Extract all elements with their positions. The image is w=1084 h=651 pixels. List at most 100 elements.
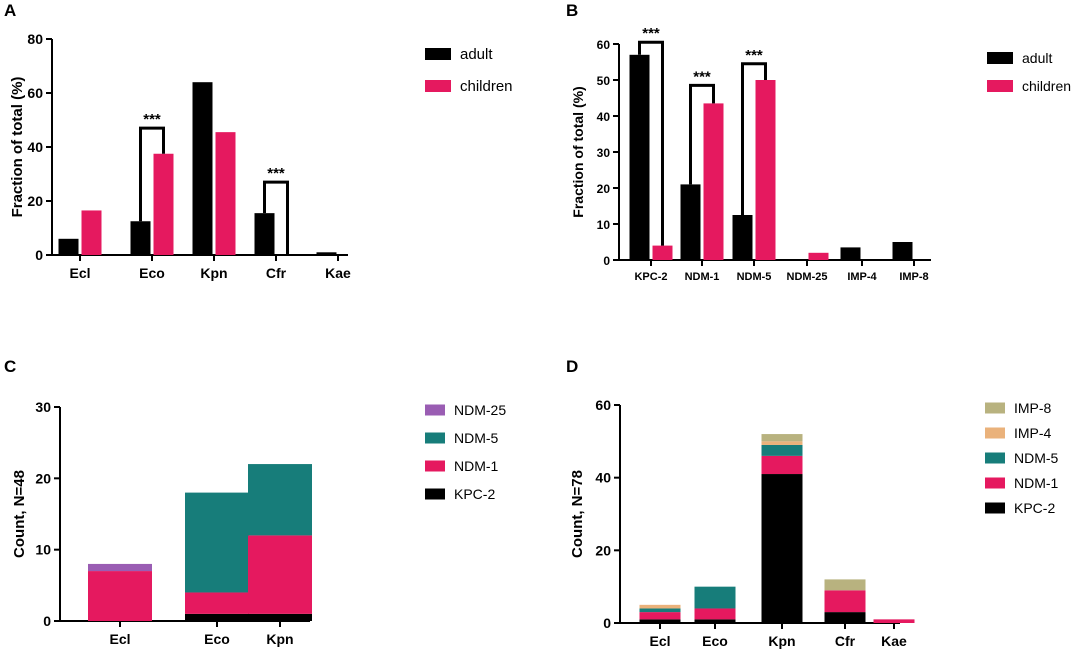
x-tick-label: Cfr bbox=[835, 633, 856, 649]
legend-swatch-IMP-4 bbox=[985, 427, 1005, 439]
bar-segment-NDM-1-Eco bbox=[694, 608, 736, 620]
x-tick-label: KPC-2 bbox=[634, 271, 667, 283]
legend-label-NDM-5: NDM-5 bbox=[454, 430, 499, 446]
bar-segment-IMP-4-Ecl bbox=[639, 604, 681, 609]
y-tick-label: 40 bbox=[597, 110, 611, 124]
x-tick-label: Eco bbox=[204, 631, 230, 647]
legend-label-NDM-1: NDM-1 bbox=[1014, 475, 1059, 491]
bar-segment-NDM-5-Eco bbox=[185, 492, 249, 593]
x-tick-label: Kae bbox=[881, 633, 907, 649]
bar-segment-IMP-4-Kpn bbox=[761, 441, 803, 445]
bar-segment-IMP-8-Kpn bbox=[761, 434, 803, 442]
bar-children-Eco bbox=[153, 153, 174, 255]
legend-swatch-adult bbox=[425, 48, 451, 60]
legend-label-IMP-4: IMP-4 bbox=[1014, 425, 1052, 441]
bar-children-KPC-2 bbox=[652, 245, 673, 260]
legend-label-adult: adult bbox=[1022, 50, 1052, 66]
legend-swatch-NDM-1 bbox=[425, 460, 445, 472]
x-tick-label: Ecl bbox=[69, 265, 90, 281]
bar-children-NDM-25 bbox=[808, 252, 829, 260]
panel-b: B 0 10 20 30 40 50 60 Fraction of total (%) KPC-… bbox=[566, 1, 1071, 283]
y-tick-label: 60 bbox=[595, 397, 611, 413]
y-axis-label: Fraction of total (%) bbox=[570, 86, 586, 217]
legend-swatch-NDM-25 bbox=[425, 404, 445, 416]
x-tick-label: NDM-25 bbox=[787, 271, 828, 283]
y-tick-label: 0 bbox=[603, 615, 611, 631]
legend-label-IMP-8: IMP-8 bbox=[1014, 400, 1052, 416]
bar-segment-NDM-5-Ecl bbox=[639, 608, 681, 613]
legend-swatch-NDM-5 bbox=[985, 452, 1005, 464]
bar-segment-KPC-2-Eco bbox=[694, 619, 736, 623]
y-tick-label: 10 bbox=[597, 218, 611, 232]
bar-segment-KPC-2-Kpn bbox=[248, 613, 312, 621]
bar-segment-NDM-1-Eco bbox=[185, 592, 249, 614]
y-tick-label: 60 bbox=[27, 85, 43, 101]
x-tick-label: Kae bbox=[325, 265, 351, 281]
x-tick-label: Cfr bbox=[266, 265, 287, 281]
panel-a: A 0 20 40 60 80 Fraction of total (%) Ecl Eco Kp… bbox=[4, 1, 513, 281]
y-tick-label: 40 bbox=[595, 470, 611, 486]
bar-segment-NDM-5-Eco bbox=[694, 586, 736, 609]
x-tick-label: Kpn bbox=[768, 633, 795, 649]
y-tick-label: 0 bbox=[603, 254, 610, 268]
x-tick-label: Kpn bbox=[266, 631, 293, 647]
panel-d: D 0 20 40 60 Count, N=78 Ecl Eco Kpn Cfr Kae IMP-8… bbox=[566, 357, 1059, 649]
legend-label-NDM-25: NDM-25 bbox=[454, 402, 506, 418]
bar-segment-NDM-1-Ecl bbox=[88, 571, 152, 621]
panel-label: A bbox=[4, 1, 16, 20]
y-tick-label: 30 bbox=[35, 399, 51, 415]
bar-adult-NDM-1 bbox=[680, 184, 701, 260]
y-tick-label: 0 bbox=[43, 613, 51, 629]
y-tick-label: 30 bbox=[597, 146, 611, 160]
legend-swatch-children bbox=[425, 80, 451, 92]
x-tick-label: NDM-5 bbox=[737, 271, 772, 283]
legend-swatch-NDM-1 bbox=[985, 477, 1005, 489]
bar-children-Ecl bbox=[81, 210, 102, 255]
legend-label-NDM-5: NDM-5 bbox=[1014, 450, 1059, 466]
y-axis-label: Count, N=78 bbox=[569, 470, 586, 558]
significance-label: *** bbox=[745, 47, 763, 64]
y-tick-label: 10 bbox=[35, 542, 51, 558]
y-tick-label: 40 bbox=[27, 139, 43, 155]
bar-segment-NDM-5-Kpn bbox=[761, 444, 803, 456]
panel-label: D bbox=[566, 357, 578, 376]
significance-label: *** bbox=[642, 25, 660, 42]
significance-label: *** bbox=[693, 68, 711, 85]
panel-label: B bbox=[566, 1, 578, 20]
y-tick-label: 50 bbox=[597, 74, 611, 88]
legend-label-children: children bbox=[460, 78, 513, 95]
significance-bracket bbox=[689, 83, 715, 185]
bar-segment-NDM-1-Kpn bbox=[761, 455, 803, 475]
bar-adult-NDM-5 bbox=[732, 215, 753, 260]
panel-c: C 0 10 20 30 Count, N=48 Ecl Eco Kpn NDM-25 NDM-5… bbox=[4, 357, 506, 647]
legend-label-NDM-1: NDM-1 bbox=[454, 458, 499, 474]
y-tick-label: 20 bbox=[27, 193, 43, 209]
bar-adult-Kpn bbox=[192, 82, 213, 255]
bar-adult-IMP-4 bbox=[840, 247, 861, 260]
y-axis-label: Fraction of total (%) bbox=[9, 77, 26, 218]
legend-swatch-NDM-5 bbox=[425, 432, 445, 444]
y-tick-label: 20 bbox=[595, 542, 611, 558]
legend-swatch-IMP-8 bbox=[985, 402, 1005, 414]
bar-segment-NDM-5-Kpn bbox=[248, 464, 312, 536]
bar-adult-KPC-2 bbox=[629, 54, 650, 260]
bar-segment-KPC-2-Kpn bbox=[761, 474, 803, 623]
bar-children-NDM-1 bbox=[703, 103, 724, 261]
significance-bracket bbox=[741, 62, 767, 215]
y-tick-label: 20 bbox=[35, 470, 51, 486]
legend-label-children: children bbox=[1022, 78, 1071, 94]
bar-segment-IMP-8-Cfr bbox=[824, 579, 866, 591]
bar-segment-NDM-25-Ecl bbox=[88, 563, 152, 572]
y-tick-label: 20 bbox=[597, 182, 611, 196]
significance-bracket bbox=[638, 40, 664, 246]
bar-children-Kpn bbox=[215, 132, 236, 255]
y-tick-label: 60 bbox=[597, 38, 611, 52]
legend-swatch-children bbox=[987, 80, 1013, 92]
bar-segment-KPC-2-Cfr bbox=[824, 612, 866, 623]
significance-bracket bbox=[139, 126, 165, 222]
bar-segment-KPC-2-Eco bbox=[185, 613, 249, 621]
x-tick-label: NDM-1 bbox=[685, 271, 720, 283]
significance-bracket bbox=[263, 180, 289, 255]
bar-segment-NDM-1-Cfr bbox=[824, 590, 866, 613]
